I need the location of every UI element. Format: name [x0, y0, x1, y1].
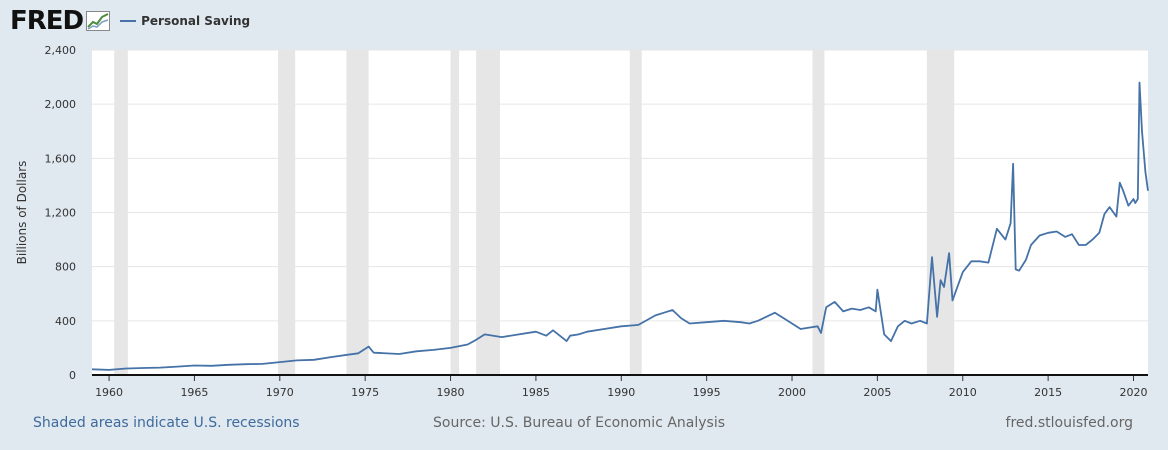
y-tick-label: 0 — [69, 369, 76, 382]
x-tick-label: 1980 — [437, 386, 465, 399]
fred-logo[interactable]: FRED — [10, 6, 84, 36]
x-tick-label: 1965 — [180, 386, 208, 399]
x-tick-label: 1960 — [95, 386, 123, 399]
series-line[interactable] — [91, 81, 1149, 371]
x-tick-label: 1995 — [693, 386, 721, 399]
y-tick-label: 1,600 — [45, 152, 77, 165]
legend-label: Personal Saving — [141, 14, 251, 28]
x-tick-label: 1975 — [351, 386, 379, 399]
recessions-note-link[interactable]: Shaded areas indicate U.S. recessions — [33, 415, 300, 431]
legend[interactable]: Personal Saving — [120, 14, 250, 28]
x-tick-label: 1970 — [266, 386, 294, 399]
y-tick-label: 800 — [55, 261, 76, 274]
y-tick-label: 2,000 — [45, 98, 77, 111]
x-tick-label: 1985 — [522, 386, 550, 399]
header: FRED Personal Saving — [10, 6, 250, 36]
x-tick-label: 2020 — [1119, 386, 1147, 399]
y-tick-label: 1,200 — [45, 207, 77, 220]
x-tick-label: 2010 — [949, 386, 977, 399]
site-link[interactable]: fred.stlouisfed.org — [1005, 415, 1133, 431]
y-tick-label: 400 — [55, 315, 76, 328]
chart[interactable]: 0 400 800 1,200 1,600 2,000 2,400 1960 1965 1970 1… — [0, 0, 1168, 410]
line-graph-icon — [86, 11, 111, 31]
legend-swatch — [120, 20, 137, 22]
x-tick-label: 2000 — [778, 386, 806, 399]
source-text: Source: U.S. Bureau of Economic Analysis — [433, 415, 726, 431]
x-tick-label: 1990 — [607, 386, 635, 399]
y-axis-label: Billions of Dollars — [15, 161, 29, 265]
x-tick-label: 2015 — [1034, 386, 1062, 399]
y-tick-label: 2,400 — [45, 44, 77, 57]
x-tick-label: 2005 — [863, 386, 891, 399]
